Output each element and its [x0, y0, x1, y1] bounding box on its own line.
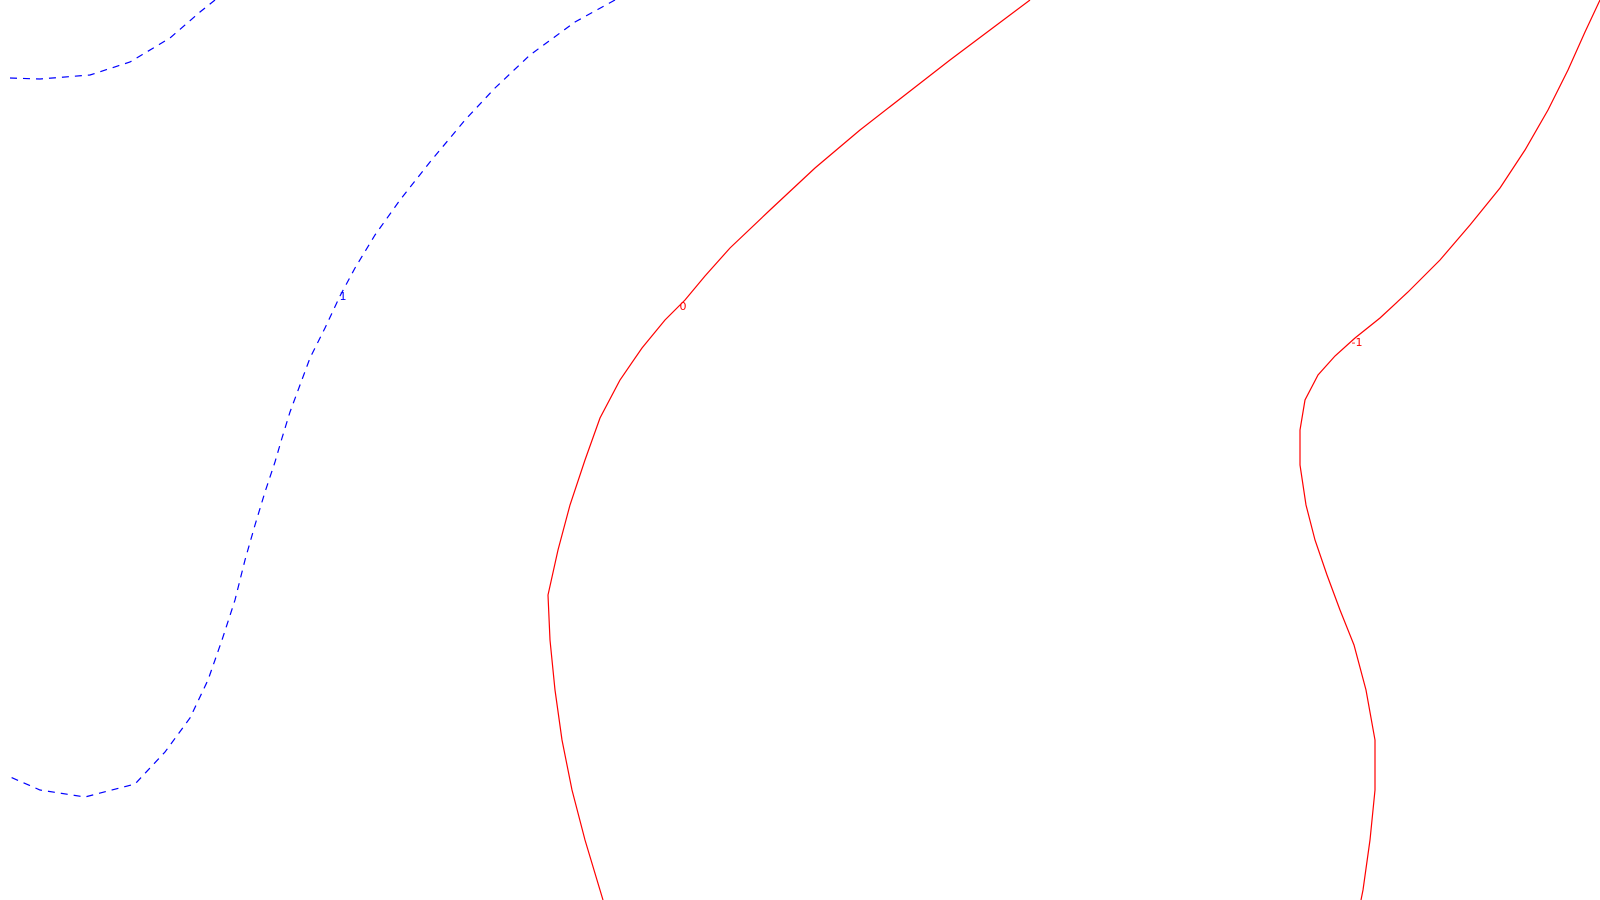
contour-group-level-1: 1	[7, 0, 616, 798]
contour-group-level-minus-1: -1	[1299, 0, 1600, 900]
contour-line-level-0	[547, 0, 1031, 900]
contour-label-level-0: 0	[680, 300, 687, 313]
contour-label-level-1: 1	[340, 290, 347, 303]
contour-group-level-0: 0	[547, 0, 1031, 900]
contour-label-level-minus-1: -1	[1352, 336, 1363, 349]
contour-line-level-1-main	[7, 0, 616, 798]
contour-line-level-minus-1	[1299, 0, 1600, 900]
contour-line-level-1-upper	[9, 0, 216, 80]
